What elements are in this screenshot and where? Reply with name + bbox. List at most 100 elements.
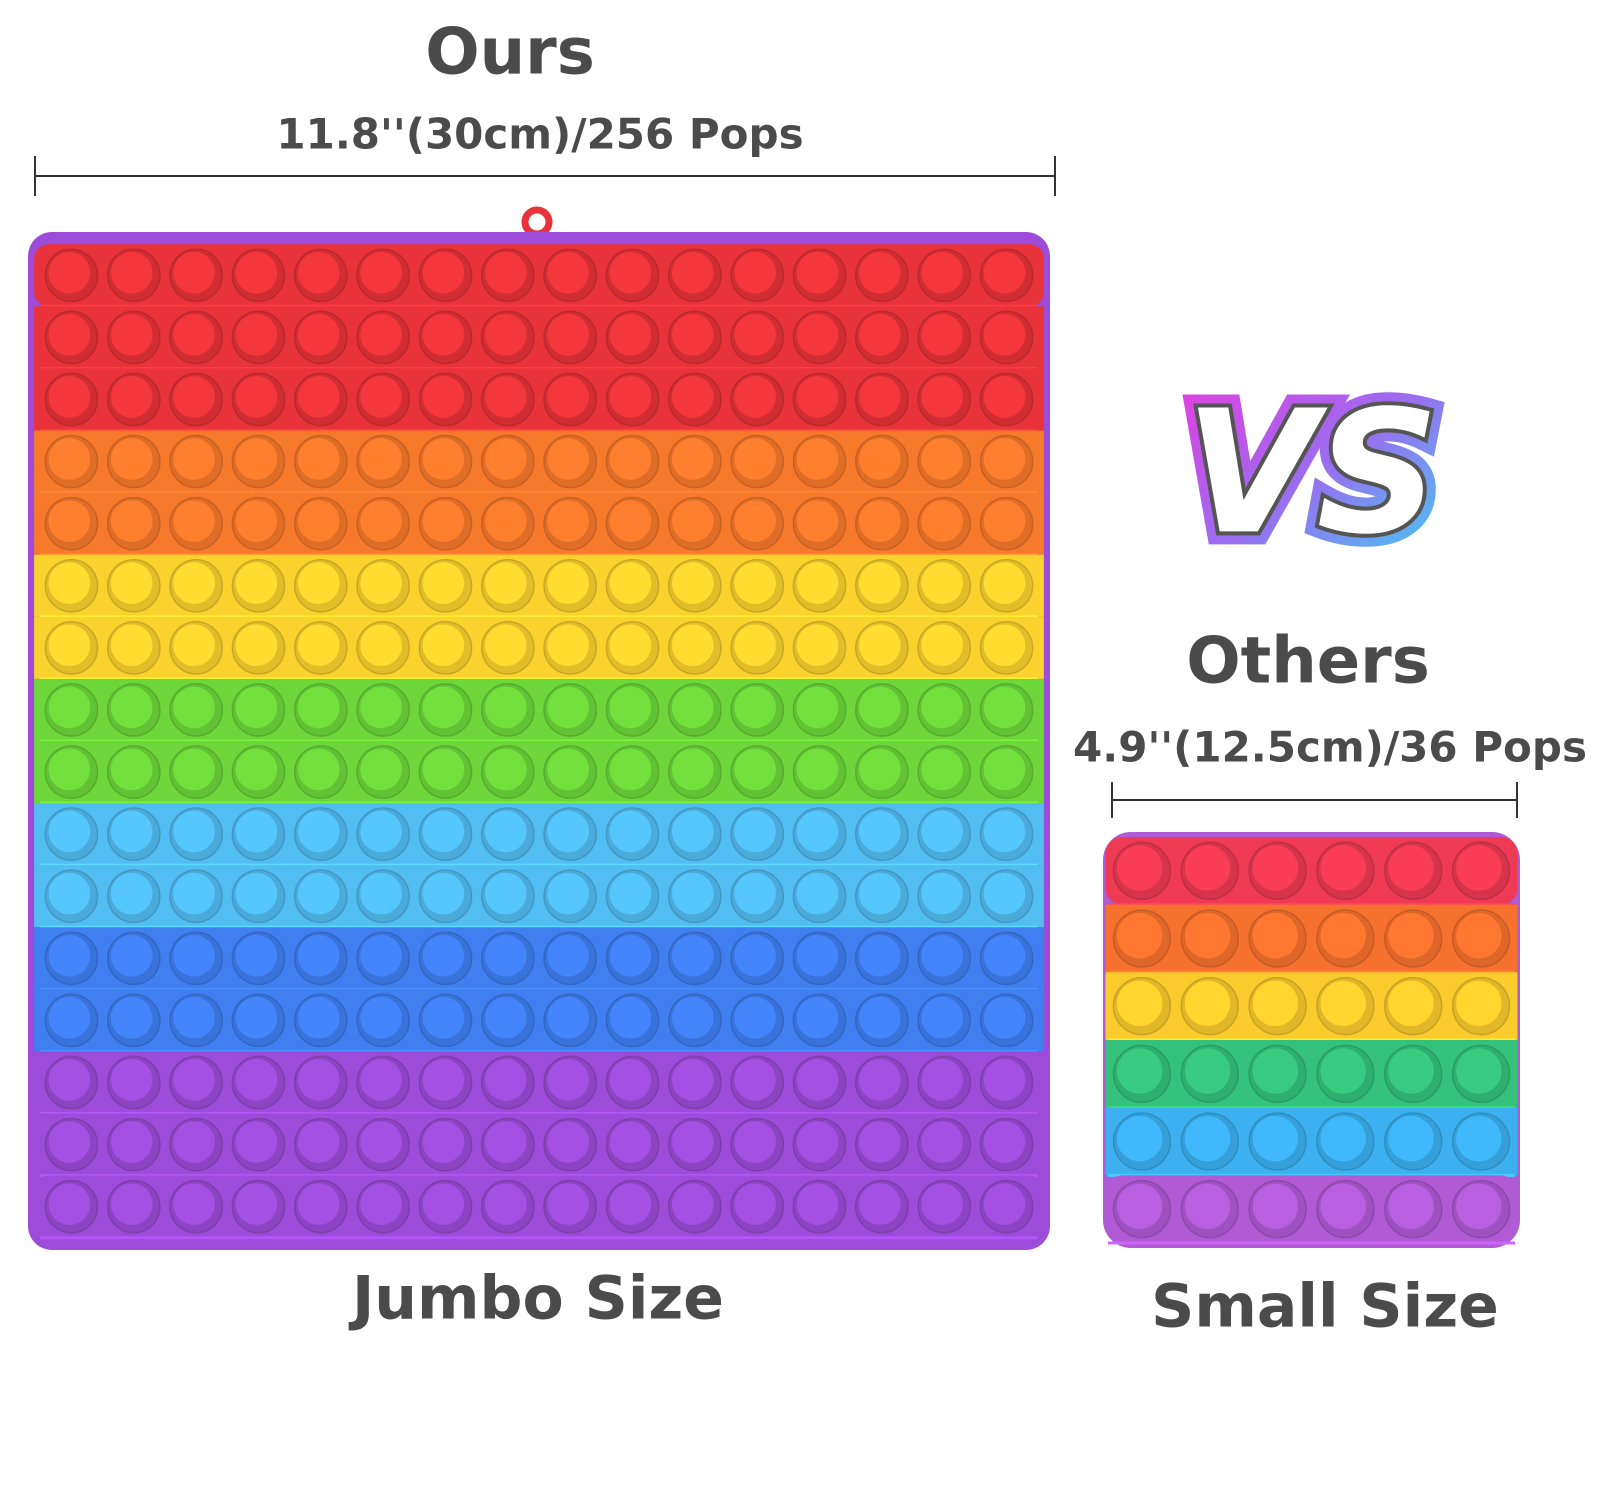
pop-bubble xyxy=(422,810,465,853)
pop-bubble xyxy=(1116,1183,1163,1230)
pop-bubble xyxy=(484,438,527,480)
pop-bubble xyxy=(547,624,589,667)
pop-bubble xyxy=(48,934,91,977)
pop-bubble xyxy=(235,1183,278,1225)
pop-bubble xyxy=(360,376,402,418)
pop-bubble xyxy=(48,1121,91,1163)
pop-bubble xyxy=(422,313,465,356)
pop-bubble xyxy=(983,376,1026,418)
pop-bubble xyxy=(484,624,527,667)
others-caption: Small Size xyxy=(1151,1272,1499,1342)
pop-bubble xyxy=(796,251,839,294)
pop-bubble xyxy=(360,500,402,542)
pop-bubble xyxy=(796,376,839,418)
pop-bubble xyxy=(1116,980,1163,1027)
pop-bubble xyxy=(48,251,91,294)
pop-bubble xyxy=(983,1059,1026,1101)
pop-bubble xyxy=(609,872,652,915)
pop-bubble xyxy=(609,996,652,1039)
pop-bubble xyxy=(1320,1115,1366,1162)
pop-bubble xyxy=(422,686,465,729)
pop-bubble xyxy=(48,810,91,853)
pop-bubble xyxy=(1116,1048,1163,1094)
pop-bubble xyxy=(796,810,839,853)
pop-bubble xyxy=(422,562,465,605)
pop-bubble xyxy=(297,313,340,356)
pop-bubble xyxy=(484,1183,527,1225)
pop-bubble xyxy=(547,686,589,729)
pop-bubble xyxy=(110,996,153,1039)
pop-bubble xyxy=(858,1059,901,1101)
pop-bubble xyxy=(671,1121,714,1163)
pop-bubble xyxy=(360,996,402,1039)
pop-bubble xyxy=(983,934,1026,977)
pop-bubble xyxy=(173,934,215,977)
pop-bubble xyxy=(734,686,776,729)
pop-bubble xyxy=(360,624,402,667)
pop-bubble xyxy=(235,313,278,356)
pop-bubble xyxy=(1388,1048,1434,1094)
popper-row xyxy=(1105,1040,1518,1108)
pop-bubble xyxy=(734,376,776,418)
pop-bubble xyxy=(1320,1048,1366,1094)
pop-bubble xyxy=(484,562,527,605)
ours-measure-line xyxy=(34,156,1056,196)
pop-bubble xyxy=(297,251,340,294)
pop-bubble xyxy=(547,934,589,977)
pop-bubble xyxy=(110,748,153,791)
pop-bubble xyxy=(110,1059,153,1101)
pop-bubble xyxy=(671,562,714,605)
pop-bubble xyxy=(1116,845,1163,891)
pop-bubble xyxy=(671,748,714,791)
pop-bubble xyxy=(734,500,776,542)
pop-bubble xyxy=(297,934,340,977)
pop-bubble xyxy=(360,1059,402,1101)
pop-bubble xyxy=(297,748,340,791)
pop-bubble xyxy=(1320,980,1366,1027)
pop-bubble xyxy=(235,686,278,729)
pop-bubble xyxy=(173,376,215,418)
pop-bubble xyxy=(422,872,465,915)
pop-bubble xyxy=(173,810,215,853)
pop-bubble xyxy=(921,562,963,605)
pop-bubble xyxy=(297,872,340,915)
pop-bubble xyxy=(734,810,776,853)
pop-bubble xyxy=(110,934,153,977)
pop-bubble xyxy=(796,438,839,480)
ours-caption: Jumbo Size xyxy=(348,1264,724,1334)
pop-bubble xyxy=(1252,980,1299,1027)
pop-bubble xyxy=(734,624,776,667)
pop-bubble xyxy=(671,438,714,480)
pop-bubble xyxy=(796,934,839,977)
pop-bubble xyxy=(921,313,963,356)
pop-bubble xyxy=(1320,845,1366,891)
pop-bubble xyxy=(173,562,215,605)
pop-bubble xyxy=(173,313,215,356)
others-dimension: 4.9''(12.5cm)/36 Pops xyxy=(1073,723,1587,772)
pop-bubble xyxy=(1456,980,1502,1027)
pop-bubble xyxy=(547,251,589,294)
pop-bubble xyxy=(983,438,1026,480)
pop-bubble xyxy=(858,872,901,915)
pop-bubble xyxy=(671,1059,714,1101)
pop-bubble xyxy=(921,934,963,977)
pop-bubble xyxy=(671,1183,714,1225)
pop-bubble xyxy=(173,500,215,542)
pop-bubble xyxy=(297,438,340,480)
pop-bubble xyxy=(796,562,839,605)
pop-bubble xyxy=(235,500,278,542)
pop-bubble xyxy=(796,1121,839,1163)
pop-bubble xyxy=(173,1183,215,1225)
pop-bubble xyxy=(1184,912,1231,959)
pop-bubble xyxy=(858,313,901,356)
pop-bubble xyxy=(360,251,402,294)
pop-bubble xyxy=(671,251,714,294)
pop-bubble xyxy=(110,872,153,915)
pop-bubble xyxy=(297,996,340,1039)
pop-bubble xyxy=(1184,980,1231,1027)
pop-bubble xyxy=(360,1183,402,1225)
pop-bubble xyxy=(297,500,340,542)
pop-bubble xyxy=(1252,1115,1299,1162)
pop-bubble xyxy=(609,1059,652,1101)
pop-bubble xyxy=(609,1183,652,1225)
